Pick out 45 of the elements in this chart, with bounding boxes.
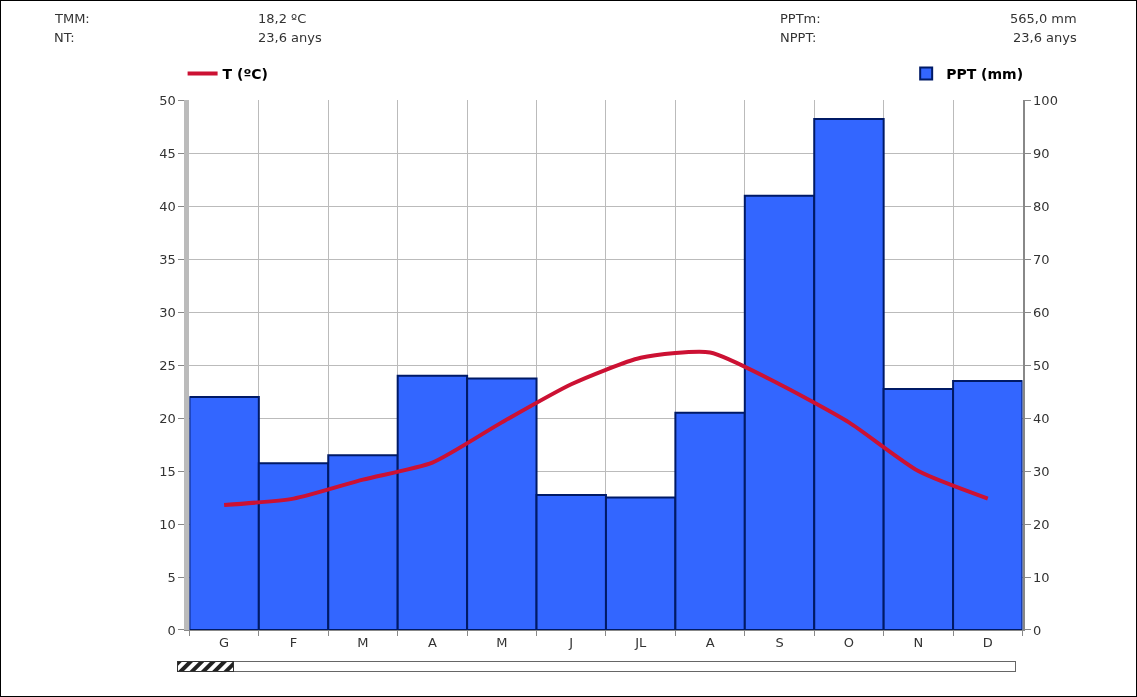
x-tick-label: S <box>775 634 784 650</box>
text: NT: <box>54 30 75 45</box>
y-tick-label: 50 <box>159 92 176 108</box>
text: TMM: <box>54 11 90 26</box>
y2-tick-label: 50 <box>1033 357 1050 373</box>
x-tick-label: G <box>219 634 230 650</box>
x-tick-label: O <box>843 634 855 650</box>
y-tick-label: 30 <box>159 304 176 320</box>
x-tick-label: A <box>705 634 715 650</box>
y-tick-label: 25 <box>159 357 176 373</box>
y2-tick-label: 20 <box>1033 516 1050 532</box>
line-series <box>222 349 990 507</box>
x-tick-label: N <box>913 634 924 650</box>
text: PPTm: <box>780 11 821 26</box>
x-tick-label: J <box>568 634 574 650</box>
legend-label: PPT (mm) <box>946 66 1024 83</box>
x-tick-label: F <box>289 634 298 650</box>
y-tick-label: 10 <box>159 516 176 532</box>
y-tick-label: 5 <box>167 569 176 585</box>
y2-tick-label: 0 <box>1033 622 1042 638</box>
x-tick-label: M <box>496 634 508 650</box>
y-tick-label: 15 <box>159 463 176 479</box>
text: 18,2 ºC <box>258 11 307 26</box>
y2-tick-label: 30 <box>1033 463 1050 479</box>
y2-tick-label: 70 <box>1033 251 1050 267</box>
x-tick-label: A <box>427 634 437 650</box>
y-tick-label: 20 <box>159 410 176 426</box>
y2-tick-label: 40 <box>1033 410 1050 426</box>
x-tick-label: D <box>982 634 993 650</box>
y-tick-label: 40 <box>159 198 176 214</box>
y-tick-label: 35 <box>159 251 176 267</box>
text: NPPT: <box>780 30 817 45</box>
y2-tick-label: 100 <box>1033 92 1058 108</box>
y-tick-label: 45 <box>159 145 176 161</box>
y2-tick-label: 80 <box>1033 198 1050 214</box>
text: 23,6 anys <box>258 30 322 45</box>
y2-tick-label: 60 <box>1033 304 1050 320</box>
y-tick-label: 0 <box>167 622 176 638</box>
x-tick-label: M <box>357 634 369 650</box>
x-tick-label: JL <box>634 634 647 650</box>
text: 23,6 anys <box>1013 30 1077 45</box>
text: 565,0 mm <box>1010 11 1077 26</box>
y2-tick-label: 10 <box>1033 569 1050 585</box>
y2-tick-label: 90 <box>1033 145 1050 161</box>
legend-label: T (ºC) <box>222 66 268 83</box>
